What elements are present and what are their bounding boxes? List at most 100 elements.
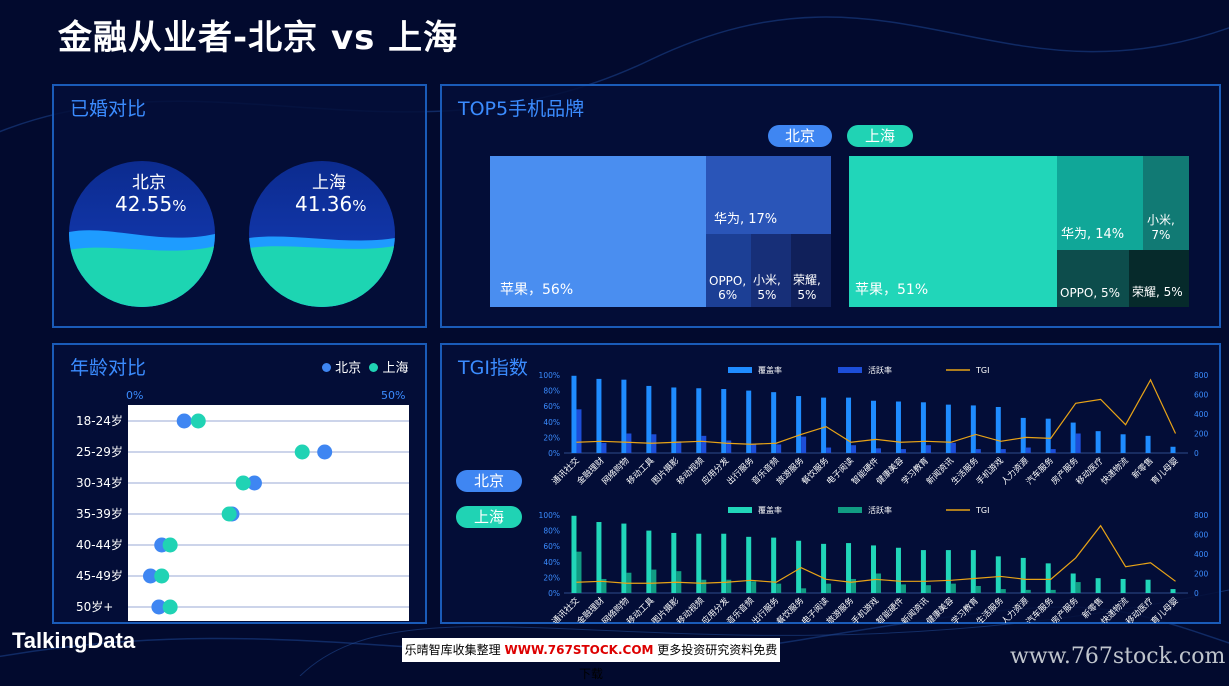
bar-active <box>626 433 632 453</box>
shanghai-marriage-unit: % <box>352 197 367 215</box>
y-tick-label: 80% <box>543 527 560 536</box>
watermark: www.767stock.com <box>1010 644 1226 669</box>
legend-swatch <box>728 367 752 373</box>
age-dot-beijing <box>246 475 262 491</box>
bar-coverage <box>571 515 577 593</box>
bar-active <box>1075 433 1081 453</box>
bar-coverage <box>895 547 901 593</box>
treemap-tile-beijing-oppo: OPPO, 6% <box>706 234 751 307</box>
bar-active <box>900 584 906 593</box>
bar-coverage <box>1120 434 1126 453</box>
bar-active <box>851 578 857 593</box>
tile-label: 荣耀, 5% <box>1132 285 1183 299</box>
treemap-tile-beijing-apple: 苹果，56% <box>490 156 706 307</box>
age-category-label: 50岁+ <box>76 599 113 614</box>
footer-url[interactable]: WWW.767STOCK.COM <box>504 643 654 657</box>
bar-coverage <box>1145 579 1151 593</box>
bar-coverage <box>945 404 951 453</box>
legend-label: TGI <box>975 506 989 515</box>
bar-coverage <box>920 402 926 453</box>
y2-tick-label: 800 <box>1194 511 1209 520</box>
bar-active <box>975 585 981 593</box>
bar-coverage <box>796 396 802 453</box>
bar-coverage <box>621 379 627 453</box>
bar-active <box>1075 582 1081 593</box>
age-category-label: 45-49岁 <box>76 568 123 583</box>
y-tick-label: 60% <box>543 402 560 411</box>
bar-coverage <box>871 400 876 453</box>
tile-label: 华为, 17% <box>714 212 778 227</box>
age-dot-shanghai <box>294 444 310 460</box>
tgi-panel: TGI指数 北京 上海 覆盖率 活跃率 TGI 0% 20% 40% 60% 80% 100% 0… <box>440 343 1221 624</box>
x-tick-label: 快递物流 <box>1099 455 1131 487</box>
y-tick-label: 40% <box>543 418 560 427</box>
bar-coverage <box>995 556 1001 593</box>
y2-tick-label: 800 <box>1194 371 1209 380</box>
y-tick-label: 60% <box>543 542 560 551</box>
age-dot-shanghai <box>235 475 251 491</box>
legend-label: 覆盖率 <box>758 505 782 515</box>
bar-active <box>1025 589 1031 593</box>
bar-active <box>925 445 931 453</box>
shanghai-marriage-value: 41.36% <box>295 192 367 216</box>
bar-active <box>1000 589 1006 593</box>
bar-active <box>1025 447 1031 453</box>
treemap-tile-beijing-honor: 荣耀, 5% <box>791 234 831 307</box>
bar-active <box>950 583 956 593</box>
age-dot-shanghai <box>221 506 237 522</box>
legend-label: 活跃率 <box>868 505 892 515</box>
tgi-shanghai-pill: 上海 <box>456 506 522 528</box>
y-tick-label: 0% <box>548 449 560 458</box>
y-tick-label: 80% <box>543 387 560 396</box>
legend-swatch <box>728 507 752 513</box>
tgi-line <box>576 378 1177 445</box>
treemap-tile-beijing-xiaomi: 小米, 5% <box>751 234 791 307</box>
beijing-marriage-gauge <box>69 161 215 307</box>
bar-coverage <box>771 537 777 593</box>
bar-active <box>776 444 782 453</box>
treemap-tile-beijing-huawei: 华为, 17% <box>706 156 831 234</box>
bar-active <box>950 442 956 453</box>
tile-label: 苹果，51% <box>855 282 929 298</box>
legend-label: 活跃率 <box>868 365 892 375</box>
phone-brand-panel: TOP5手机品牌 北京 上海 苹果，56% 华为, 17% OPPO, 6% 小… <box>440 84 1221 328</box>
bar-coverage <box>846 397 852 453</box>
bar-active <box>651 569 657 593</box>
bar-coverage <box>696 533 702 593</box>
y-tick-label: 40% <box>543 558 560 567</box>
bar-coverage <box>945 550 951 593</box>
bar-coverage <box>1120 578 1126 593</box>
legend-swatch <box>838 367 862 373</box>
bar-coverage <box>671 387 677 453</box>
age-panel: 年龄对比 北京 上海 0% 50% 18-24岁 25-29岁 30-34岁 35-39岁… <box>52 343 427 624</box>
bar-coverage <box>1045 563 1051 593</box>
page-title: 金融从业者-北京 vs 上海 <box>58 18 459 58</box>
bar-active <box>851 445 857 453</box>
bar-coverage <box>1070 573 1076 593</box>
x-tick-label: 育儿母婴 <box>1149 455 1181 487</box>
bar-active <box>676 441 682 453</box>
footer-left: 乐晴智库收集整理 <box>404 643 505 657</box>
tile-label: 小米, 7% <box>1147 213 1175 242</box>
tile-label: OPPO, 5% <box>1060 286 1121 300</box>
bar-active <box>1050 449 1056 453</box>
bar-coverage <box>920 550 926 593</box>
x-tick-label: 育儿母婴 <box>1149 595 1181 623</box>
bar-active <box>876 573 881 593</box>
age-dot-beijing <box>176 413 192 429</box>
age-dot-shanghai <box>162 537 178 553</box>
legend-label: TGI <box>975 366 989 375</box>
age-category-label: 35-39岁 <box>76 506 123 521</box>
y2-tick-label: 200 <box>1194 570 1209 579</box>
shanghai-marriage-number: 41.36 <box>295 192 353 216</box>
beijing-marriage-value: 42.55% <box>115 192 187 216</box>
bar-active <box>975 449 981 453</box>
bar-coverage <box>746 390 752 453</box>
beijing-marriage-city: 北京 <box>132 173 166 193</box>
age-dot-beijing <box>151 599 167 615</box>
bar-active <box>776 583 782 593</box>
bar-active <box>826 447 832 453</box>
phone-panel-title: TOP5手机品牌 <box>458 98 585 120</box>
legend-dot-shanghai <box>369 363 379 372</box>
bar-coverage <box>1145 435 1151 453</box>
